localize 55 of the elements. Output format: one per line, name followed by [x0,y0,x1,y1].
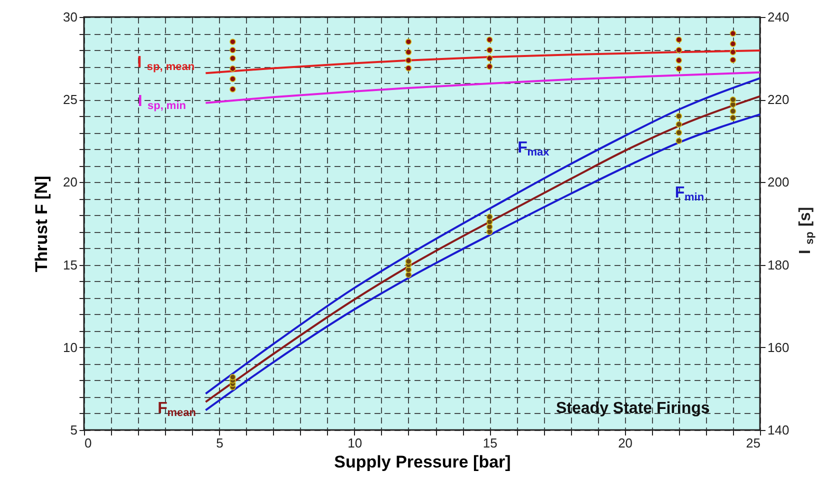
x-tick-label: 5 [216,436,224,450]
point [676,36,682,43]
x-tick-label: 20 [618,436,633,450]
point [405,57,412,64]
x-tick-label: 0 [84,436,92,450]
point [230,55,236,62]
point [405,48,412,56]
point [730,96,736,103]
point [676,57,682,64]
y2-tick-label: 160 [768,340,790,355]
x-tick-label: 25 [746,436,760,450]
y-tick-label: 20 [63,174,78,190]
point [486,214,493,220]
point [230,76,236,82]
point [486,36,493,43]
point [405,258,412,265]
x-tick-label: 15 [482,436,498,450]
y2-tick-label: 140 [768,422,790,438]
point [230,86,236,92]
point [676,65,682,72]
y2-tick-label: 200 [768,174,790,190]
point [730,40,736,47]
point [486,55,493,62]
point [676,130,682,136]
annotation: Steady State Firings [556,400,710,417]
y2-axis-title: Isp [s] [797,206,816,254]
point [405,65,412,72]
point [486,46,493,54]
y2-tick-label: 240 [768,10,790,24]
point [676,138,682,144]
y-tick-label: 25 [63,92,78,108]
point [730,48,736,56]
point [730,30,736,37]
y-tick-label: 30 [63,10,78,24]
point [676,46,682,54]
point [730,56,736,64]
line-series [204,71,761,104]
point [676,121,682,128]
point [230,374,236,380]
point [230,65,236,72]
point [230,38,236,45]
x-tick-label: 10 [348,436,362,450]
y-tick-label: 5 [70,422,78,438]
y-axis-title: Thrust F [N] [32,176,52,272]
point [230,46,236,54]
y2-tick-label: 180 [768,257,790,272]
y-tick-label: 10 [63,340,78,355]
y2-tick-label: 220 [768,92,790,108]
x-axis-title: Supply Pressure [bar] [334,452,511,472]
point [676,112,682,120]
point [486,63,493,70]
point [730,114,736,121]
y-tick-label: 15 [63,257,78,272]
point [405,38,412,45]
point [730,108,736,114]
